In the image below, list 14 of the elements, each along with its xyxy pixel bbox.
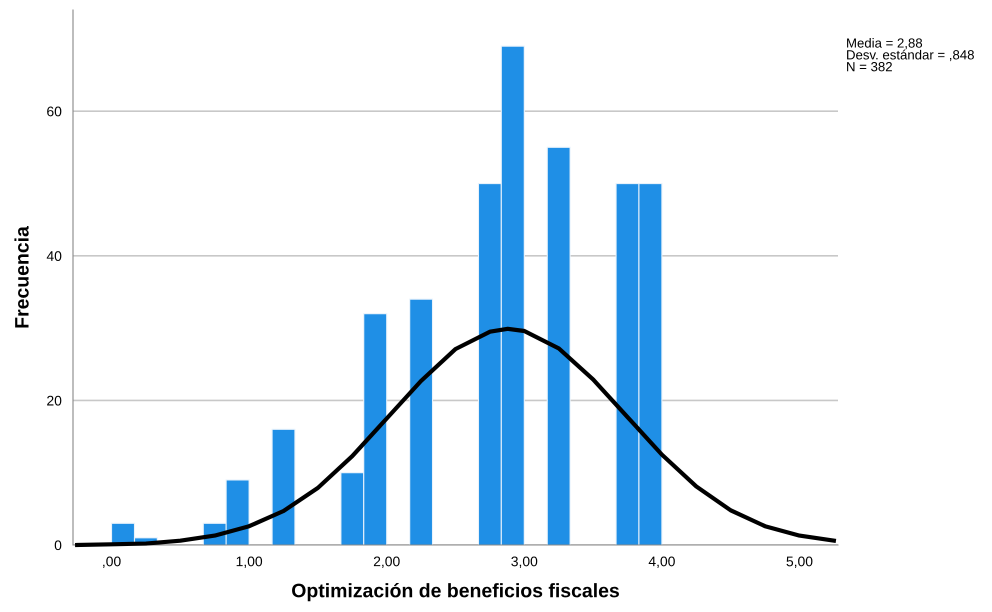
x-tick-label: 3,00: [511, 556, 538, 568]
x-tick-label: 2,00: [374, 556, 400, 568]
x-axis-title: Optimización de beneficios fiscales: [292, 582, 619, 602]
line-series: [75, 326, 836, 548]
x-tick-label: 5,00: [786, 556, 812, 568]
x-tick-label: 4,00: [648, 556, 675, 568]
y-tick-label: 60: [47, 106, 62, 116]
y-tick-label: 20: [47, 396, 62, 406]
y-tick-label: 40: [46, 251, 62, 261]
text: Media = 2,88 Desv. estándar = ,848 N = 382: [847, 38, 974, 72]
y-axis-title: Frecuencia: [14, 226, 29, 328]
x-tick-label: 1,00: [236, 556, 262, 568]
y-tick-label: 0: [54, 540, 62, 550]
x-tick-label: ,00: [103, 556, 121, 568]
